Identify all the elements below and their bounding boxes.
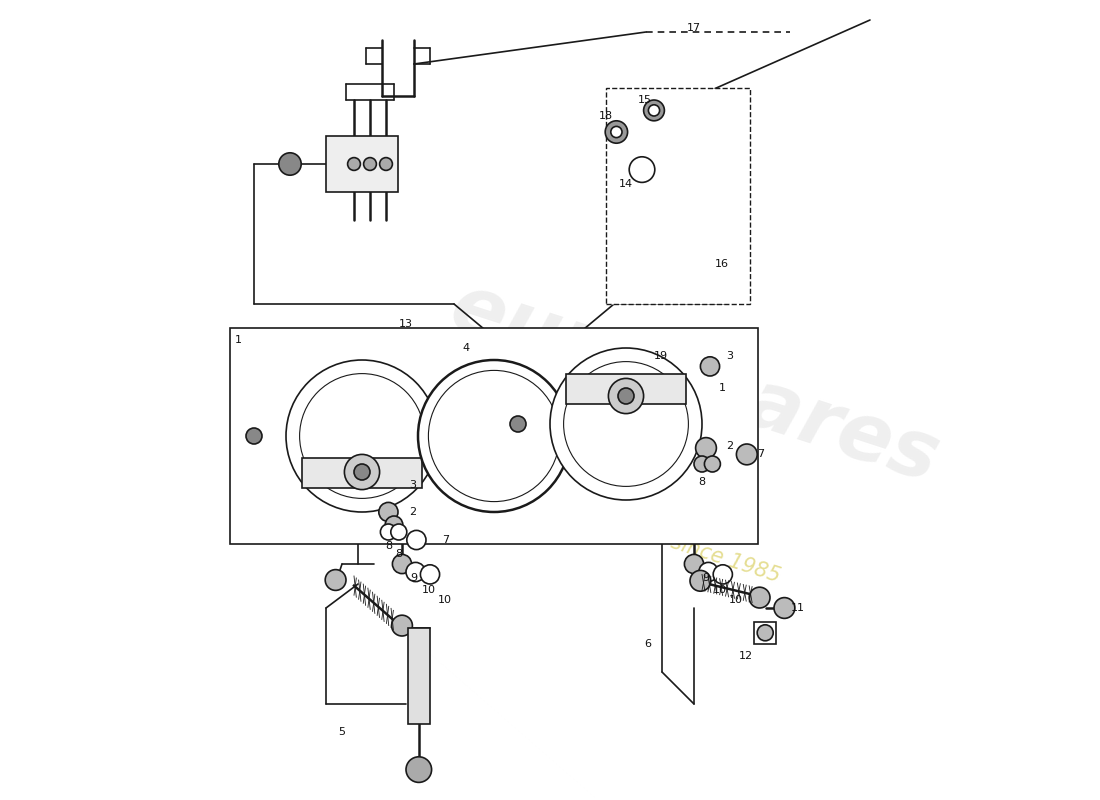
Text: eurospares: eurospares: [440, 268, 948, 500]
Circle shape: [684, 554, 704, 574]
Circle shape: [246, 428, 262, 444]
Text: a passion for parts since 1985: a passion for parts since 1985: [477, 470, 783, 586]
Circle shape: [749, 587, 770, 608]
Circle shape: [354, 464, 370, 480]
Circle shape: [364, 158, 376, 170]
Bar: [326, 136, 398, 192]
Circle shape: [648, 105, 660, 116]
Circle shape: [428, 370, 560, 502]
Text: 16: 16: [715, 259, 729, 269]
Text: 18: 18: [598, 111, 613, 121]
Circle shape: [278, 153, 301, 175]
Text: 9: 9: [703, 573, 710, 582]
Circle shape: [694, 456, 710, 472]
Text: 7: 7: [757, 450, 764, 459]
Text: 10: 10: [728, 595, 743, 605]
Text: 8: 8: [698, 477, 705, 486]
Circle shape: [610, 126, 621, 138]
Circle shape: [698, 562, 718, 582]
Text: 14: 14: [619, 179, 634, 189]
Circle shape: [605, 121, 628, 143]
Circle shape: [629, 157, 654, 182]
Text: 11: 11: [791, 603, 805, 613]
Text: 10: 10: [713, 585, 727, 594]
Text: 19: 19: [653, 351, 668, 361]
Text: 10: 10: [421, 585, 436, 594]
Circle shape: [774, 598, 795, 618]
Text: 5: 5: [339, 727, 345, 737]
Circle shape: [418, 360, 570, 512]
Circle shape: [385, 516, 403, 534]
Circle shape: [406, 562, 426, 582]
Text: 1: 1: [718, 383, 726, 393]
Text: 3: 3: [726, 351, 734, 361]
Text: 8: 8: [395, 549, 403, 558]
Circle shape: [644, 100, 664, 121]
Text: 9: 9: [410, 573, 418, 582]
Bar: [754, 622, 777, 644]
Circle shape: [701, 357, 719, 376]
Circle shape: [563, 362, 689, 486]
Circle shape: [713, 565, 733, 584]
Bar: [606, 88, 750, 304]
Circle shape: [690, 570, 711, 591]
Circle shape: [378, 502, 398, 522]
Circle shape: [381, 524, 396, 540]
Text: 6: 6: [645, 639, 651, 649]
Bar: [230, 328, 758, 544]
Circle shape: [757, 625, 773, 641]
Circle shape: [550, 348, 702, 500]
Circle shape: [420, 565, 440, 584]
Bar: [302, 458, 422, 488]
Text: 2: 2: [409, 507, 416, 517]
Text: 3: 3: [409, 480, 416, 490]
Circle shape: [704, 456, 720, 472]
Circle shape: [348, 158, 361, 170]
Circle shape: [393, 554, 411, 574]
Circle shape: [326, 570, 346, 590]
Circle shape: [286, 360, 438, 512]
Circle shape: [379, 158, 393, 170]
Bar: [566, 374, 686, 404]
Text: 2: 2: [726, 441, 734, 450]
Text: 1: 1: [234, 335, 242, 345]
Circle shape: [344, 454, 380, 490]
Circle shape: [736, 444, 757, 465]
Circle shape: [392, 615, 412, 636]
Circle shape: [695, 438, 716, 458]
Text: 10: 10: [438, 595, 451, 605]
Circle shape: [407, 530, 426, 550]
Text: 13: 13: [399, 319, 412, 329]
Text: 4: 4: [462, 343, 470, 353]
Text: 7: 7: [442, 535, 450, 545]
Text: 12: 12: [739, 651, 754, 661]
Text: 17: 17: [686, 23, 701, 33]
Bar: [408, 628, 430, 724]
Circle shape: [618, 388, 634, 404]
Text: 8: 8: [385, 541, 392, 550]
Circle shape: [390, 524, 407, 540]
Text: 15: 15: [637, 95, 651, 105]
Circle shape: [406, 757, 431, 782]
Circle shape: [608, 378, 644, 414]
Circle shape: [299, 374, 425, 498]
Circle shape: [510, 416, 526, 432]
